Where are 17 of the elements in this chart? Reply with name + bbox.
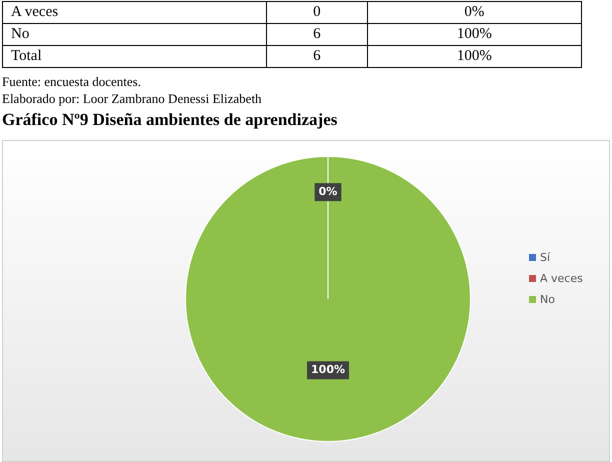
text: A veces — [2, 2, 266, 24]
text: Total — [2, 46, 266, 68]
text: 0% — [318, 184, 338, 198]
legend-label: A veces — [540, 272, 583, 285]
legend-label: No — [540, 293, 555, 306]
chart-title: Gráfico Nº9 Diseña ambientes de aprendizajes — [2, 110, 338, 130]
source-note: Fuente: encuesta docentes. — [2, 74, 141, 90]
text: 0% — [367, 2, 582, 24]
text: No — [2, 24, 266, 46]
text: 0 — [266, 2, 368, 24]
text: 100% — [367, 46, 582, 68]
text: Elaborado por: Loor Zambrano Denessi Elizabeth — [2, 91, 262, 107]
data-label: 100% — [311, 363, 345, 376]
text: 6 — [266, 24, 368, 46]
legend-label: Sí — [540, 251, 550, 264]
text: 6 — [266, 46, 368, 68]
text: 100% — [367, 24, 582, 46]
